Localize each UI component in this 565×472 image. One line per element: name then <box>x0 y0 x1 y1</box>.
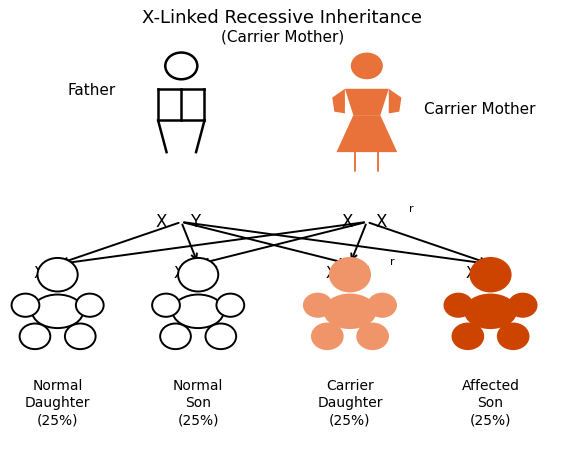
Text: Y: Y <box>207 266 216 281</box>
Circle shape <box>453 323 483 349</box>
Text: Y: Y <box>499 266 508 281</box>
Text: Carrier
Daughter
(25%): Carrier Daughter (25%) <box>317 379 383 428</box>
Text: Father: Father <box>67 83 115 98</box>
Polygon shape <box>337 115 397 152</box>
Text: Normal
Son
(25%): Normal Son (25%) <box>173 379 223 428</box>
Circle shape <box>509 294 537 317</box>
Circle shape <box>20 323 50 349</box>
Text: X: X <box>375 213 386 231</box>
Text: X-Linked Recessive Inheritance: X-Linked Recessive Inheritance <box>142 9 423 27</box>
Text: X: X <box>358 266 369 281</box>
Polygon shape <box>389 89 401 113</box>
Circle shape <box>445 294 472 317</box>
Circle shape <box>368 294 396 317</box>
Circle shape <box>312 323 342 349</box>
Text: Normal
Daughter
(25%): Normal Daughter (25%) <box>25 379 90 428</box>
Circle shape <box>76 294 103 317</box>
Circle shape <box>152 294 180 317</box>
Text: (Carrier Mother): (Carrier Mother) <box>221 29 344 44</box>
Ellipse shape <box>32 295 83 328</box>
Text: X: X <box>466 266 476 281</box>
Circle shape <box>160 323 191 349</box>
Circle shape <box>304 294 332 317</box>
Circle shape <box>37 258 78 292</box>
Polygon shape <box>345 89 389 115</box>
Circle shape <box>357 323 388 349</box>
Text: Affected
Son
(25%): Affected Son (25%) <box>462 379 520 428</box>
Circle shape <box>206 323 236 349</box>
Circle shape <box>471 258 511 292</box>
Circle shape <box>178 258 218 292</box>
Circle shape <box>498 323 528 349</box>
Ellipse shape <box>172 295 224 328</box>
Text: r: r <box>390 257 395 267</box>
Text: X: X <box>173 266 184 281</box>
Text: r: r <box>409 204 414 214</box>
Text: X: X <box>33 266 44 281</box>
Ellipse shape <box>465 295 516 328</box>
Text: Carrier Mother: Carrier Mother <box>424 102 535 117</box>
Circle shape <box>330 258 370 292</box>
Ellipse shape <box>324 295 376 328</box>
Circle shape <box>65 323 95 349</box>
Circle shape <box>351 52 383 79</box>
Circle shape <box>216 294 244 317</box>
Text: r: r <box>493 257 498 267</box>
Text: X: X <box>341 213 353 231</box>
Circle shape <box>11 294 40 317</box>
Text: X: X <box>66 266 76 281</box>
Polygon shape <box>332 89 345 113</box>
Text: X: X <box>325 266 336 281</box>
Text: X: X <box>156 213 167 231</box>
Text: Y: Y <box>190 213 200 231</box>
